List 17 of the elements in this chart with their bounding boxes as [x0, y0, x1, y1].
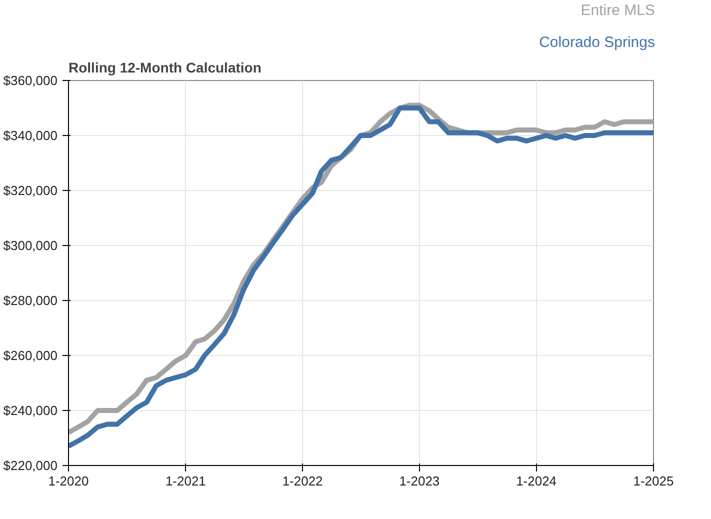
x-tick-label: 1-2021 — [165, 474, 206, 488]
y-tick-label: $220,000 — [3, 458, 58, 473]
x-tick-label: 1-2023 — [399, 474, 440, 488]
y-tick-label: $320,000 — [3, 183, 58, 198]
y-tick-label: $300,000 — [3, 238, 58, 253]
x-tick-label: 1-2024 — [516, 474, 557, 488]
y-tick-label: $260,000 — [3, 348, 58, 363]
y-tick-label: $340,000 — [3, 128, 58, 143]
chart-title: Rolling 12-Month Calculation — [68, 60, 262, 76]
x-tick-label: 1-2022 — [282, 474, 323, 488]
x-tick-label: 1-2020 — [48, 474, 89, 488]
y-tick-label: $240,000 — [3, 403, 58, 418]
y-tick-label: $280,000 — [3, 293, 58, 308]
text: Entire MLS — [580, 2, 655, 18]
y-tick-label: $360,000 — [3, 73, 58, 88]
text: Colorado Springs — [539, 34, 655, 50]
x-tick-label: 1-2025 — [633, 474, 674, 488]
